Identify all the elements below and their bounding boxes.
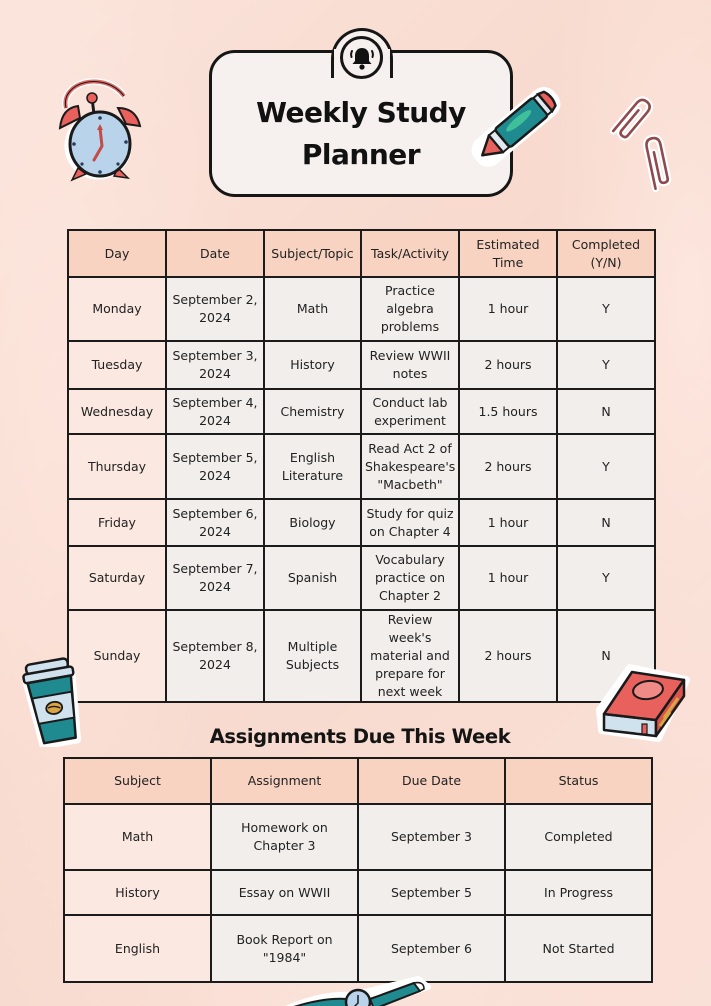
cell-completed: Y (556, 433, 656, 500)
cell-task: Read Act 2 of Shakespeare's "Macbeth" (360, 433, 460, 500)
cell-due-date: September 5 (357, 869, 506, 916)
title-line-2: Planner (301, 138, 421, 171)
cell-date: September 7, 2024 (165, 545, 265, 611)
cell-status: Not Started (504, 914, 653, 983)
cell-subject: Chemistry (263, 388, 362, 435)
cell-day: Saturday (67, 545, 167, 611)
cell-time: 2 hours (458, 433, 558, 500)
cell-task: Practice algebra problems (360, 276, 460, 342)
cell-time: 2 hours (458, 609, 558, 703)
cell-time: 2 hours (458, 340, 558, 390)
alarm-clock-icon (58, 78, 142, 182)
cell-subject: Math (63, 803, 212, 871)
cell-date: September 2, 2024 (165, 276, 265, 342)
cell-assignment: Essay on WWII (210, 869, 359, 916)
cell-task: Study for quiz on Chapter 4 (360, 498, 460, 547)
table-row: Math Homework on Chapter 3 September 3 C… (63, 803, 653, 871)
pen-icon (471, 87, 561, 167)
cell-date: September 4, 2024 (165, 388, 265, 435)
cell-task: Review week's material and prepare for n… (360, 609, 460, 703)
column-header-due-date: Due Date (357, 757, 506, 805)
assignments-section-title: Assignments Due This Week (209, 725, 511, 748)
table-row: History Essay on WWII September 5 In Pro… (63, 869, 653, 916)
table-row: Monday September 2, 2024 Math Practice a… (67, 276, 656, 342)
column-header-subject: Subject (63, 757, 212, 805)
cell-subject: Spanish (263, 545, 362, 611)
cell-completed: N (556, 498, 656, 547)
cell-subject: History (263, 340, 362, 390)
cell-due-date: September 3 (357, 803, 506, 871)
cell-date: September 5, 2024 (165, 433, 265, 500)
cell-completed: Y (556, 340, 656, 390)
column-header-status: Status (504, 757, 653, 805)
assignments-table: Subject Assignment Due Date Status Math … (63, 757, 653, 983)
cell-time: 1 hour (458, 498, 558, 547)
cell-completed: Y (556, 545, 656, 611)
cell-subject: English Literature (263, 433, 362, 500)
cell-subject: History (63, 869, 212, 916)
paperclip-icon (610, 96, 672, 193)
cell-status: In Progress (504, 869, 653, 916)
cell-time: 1 hour (458, 276, 558, 342)
cell-date: September 6, 2024 (165, 498, 265, 547)
table-header-row: Day Date Subject/Topic Task/Activity Est… (67, 229, 656, 278)
table-row: English Book Report on "1984" September … (63, 914, 653, 983)
cell-subject: Multiple Subjects (263, 609, 362, 703)
coffee-cup-icon (21, 657, 82, 747)
cell-task: Vocabulary practice on Chapter 2 (360, 545, 460, 611)
table-row: Tuesday September 3, 2024 History Review… (67, 340, 656, 390)
book-icon (596, 664, 690, 742)
cell-due-date: September 6 (357, 914, 506, 983)
cell-subject: English (63, 914, 212, 983)
cell-status: Completed (504, 803, 653, 871)
cell-assignment: Homework on Chapter 3 (210, 803, 359, 871)
cell-task: Conduct lab experiment (360, 388, 460, 435)
cell-day: Friday (67, 498, 167, 547)
title-line-1: Weekly Study (256, 96, 466, 129)
table-row: Sunday September 8, 2024 Multiple Subjec… (67, 609, 656, 703)
table-header-row: Subject Assignment Due Date Status (63, 757, 653, 805)
weekly-planner-table: Day Date Subject/Topic Task/Activity Est… (67, 229, 656, 703)
cell-date: September 8, 2024 (165, 609, 265, 703)
table-row: Thursday September 5, 2024 English Liter… (67, 433, 656, 500)
cell-day: Monday (67, 276, 167, 342)
cell-task: Review WWII notes (360, 340, 460, 390)
column-header-assignment: Assignment (210, 757, 359, 805)
cell-completed: N (556, 388, 656, 435)
cell-time: 1 hour (458, 545, 558, 611)
table-row: Friday September 6, 2024 Biology Study f… (67, 498, 656, 547)
cell-assignment: Book Report on "1984" (210, 914, 359, 983)
cell-time: 1.5 hours (458, 388, 558, 435)
wristwatch-icon (285, 976, 431, 1006)
column-header-time: Estimated Time (458, 229, 558, 278)
column-header-task: Task/Activity (360, 229, 460, 278)
bell-badge (340, 36, 383, 79)
column-header-date: Date (165, 229, 265, 278)
cell-completed: Y (556, 276, 656, 342)
table-row: Saturday September 7, 2024 Spanish Vocab… (67, 545, 656, 611)
bell-icon (349, 47, 374, 70)
cell-subject: Math (263, 276, 362, 342)
cell-day: Wednesday (67, 388, 167, 435)
column-header-subject: Subject/Topic (263, 229, 362, 278)
cell-date: September 3, 2024 (165, 340, 265, 390)
table-row: Wednesday September 4, 2024 Chemistry Co… (67, 388, 656, 435)
column-header-day: Day (67, 229, 167, 278)
cell-subject: Biology (263, 498, 362, 547)
cell-day: Sunday (67, 609, 167, 703)
page-title: Weekly Study Planner (209, 92, 513, 176)
cell-day: Tuesday (67, 340, 167, 390)
column-header-completed: Completed (Y/N) (556, 229, 656, 278)
cell-day: Thursday (67, 433, 167, 500)
